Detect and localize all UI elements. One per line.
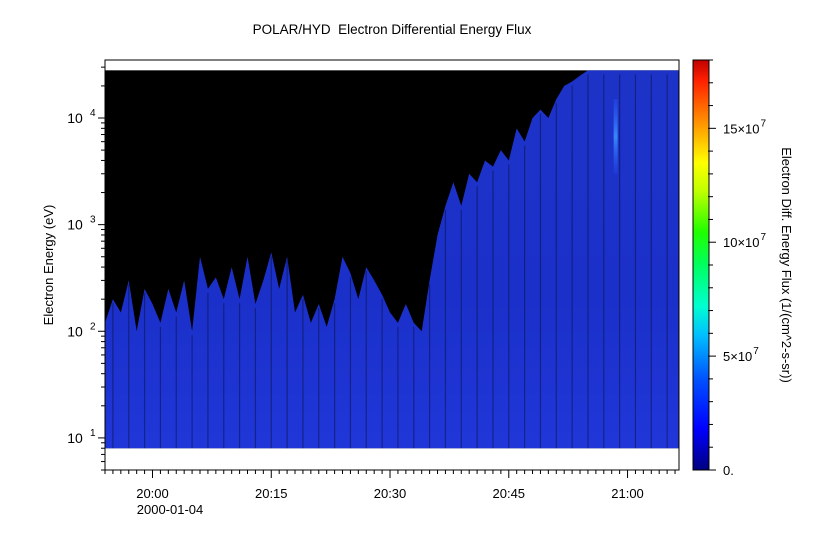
colorbar-tick-exponent: 7	[761, 118, 767, 129]
x-tick-label: 20:45	[493, 486, 526, 501]
x-tick-label: 20:15	[255, 486, 288, 501]
y-axis: 10 1 10 2 10 3 10 4	[67, 66, 105, 471]
colorbar-tick-label: 15×10	[723, 121, 760, 136]
y-tick-label: 10	[67, 323, 83, 339]
y-tick-label: 10	[67, 217, 83, 233]
chart-title: POLAR/HYD Electron Differential Energy F…	[253, 22, 532, 37]
colorbar-tick-label: 5×10	[723, 349, 752, 364]
plot-area	[105, 60, 679, 470]
y-tick-exponent: 1	[90, 428, 96, 439]
colorbar-tick-exponent: 7	[761, 232, 767, 243]
date-label: 2000-01-04	[137, 502, 204, 517]
y-tick-exponent: 2	[90, 321, 96, 332]
hot-spot	[613, 99, 618, 174]
colorbar	[692, 59, 710, 471]
y-axis-label: Electron Energy (eV)	[41, 205, 56, 326]
colorbar-tick-exponent: 7	[753, 346, 759, 357]
y-tick-exponent: 3	[90, 215, 96, 226]
y-tick-label: 10	[67, 110, 83, 126]
colorbar-label: Electron Diff. Energy Flux (1/(cm^2-s-sr…	[779, 147, 794, 383]
colorbar-tick-label: 10×10	[723, 235, 760, 250]
flux-streaks	[112, 74, 679, 449]
x-tick-label: 21:00	[611, 486, 644, 501]
x-tick-label: 20:00	[136, 486, 169, 501]
flux-area	[105, 70, 679, 449]
y-tick-label: 10	[67, 430, 83, 446]
plot-frame	[104, 59, 680, 471]
colorbar-tick-label: 0.	[723, 463, 734, 478]
colorbar-axis: 0.5×10 710×10 715×10 7	[708, 59, 767, 478]
x-axis: 20:00 20:15 20:30 20:45 21:00	[104, 470, 676, 501]
y-tick-exponent: 4	[90, 108, 96, 119]
x-tick-label: 20:30	[374, 486, 407, 501]
